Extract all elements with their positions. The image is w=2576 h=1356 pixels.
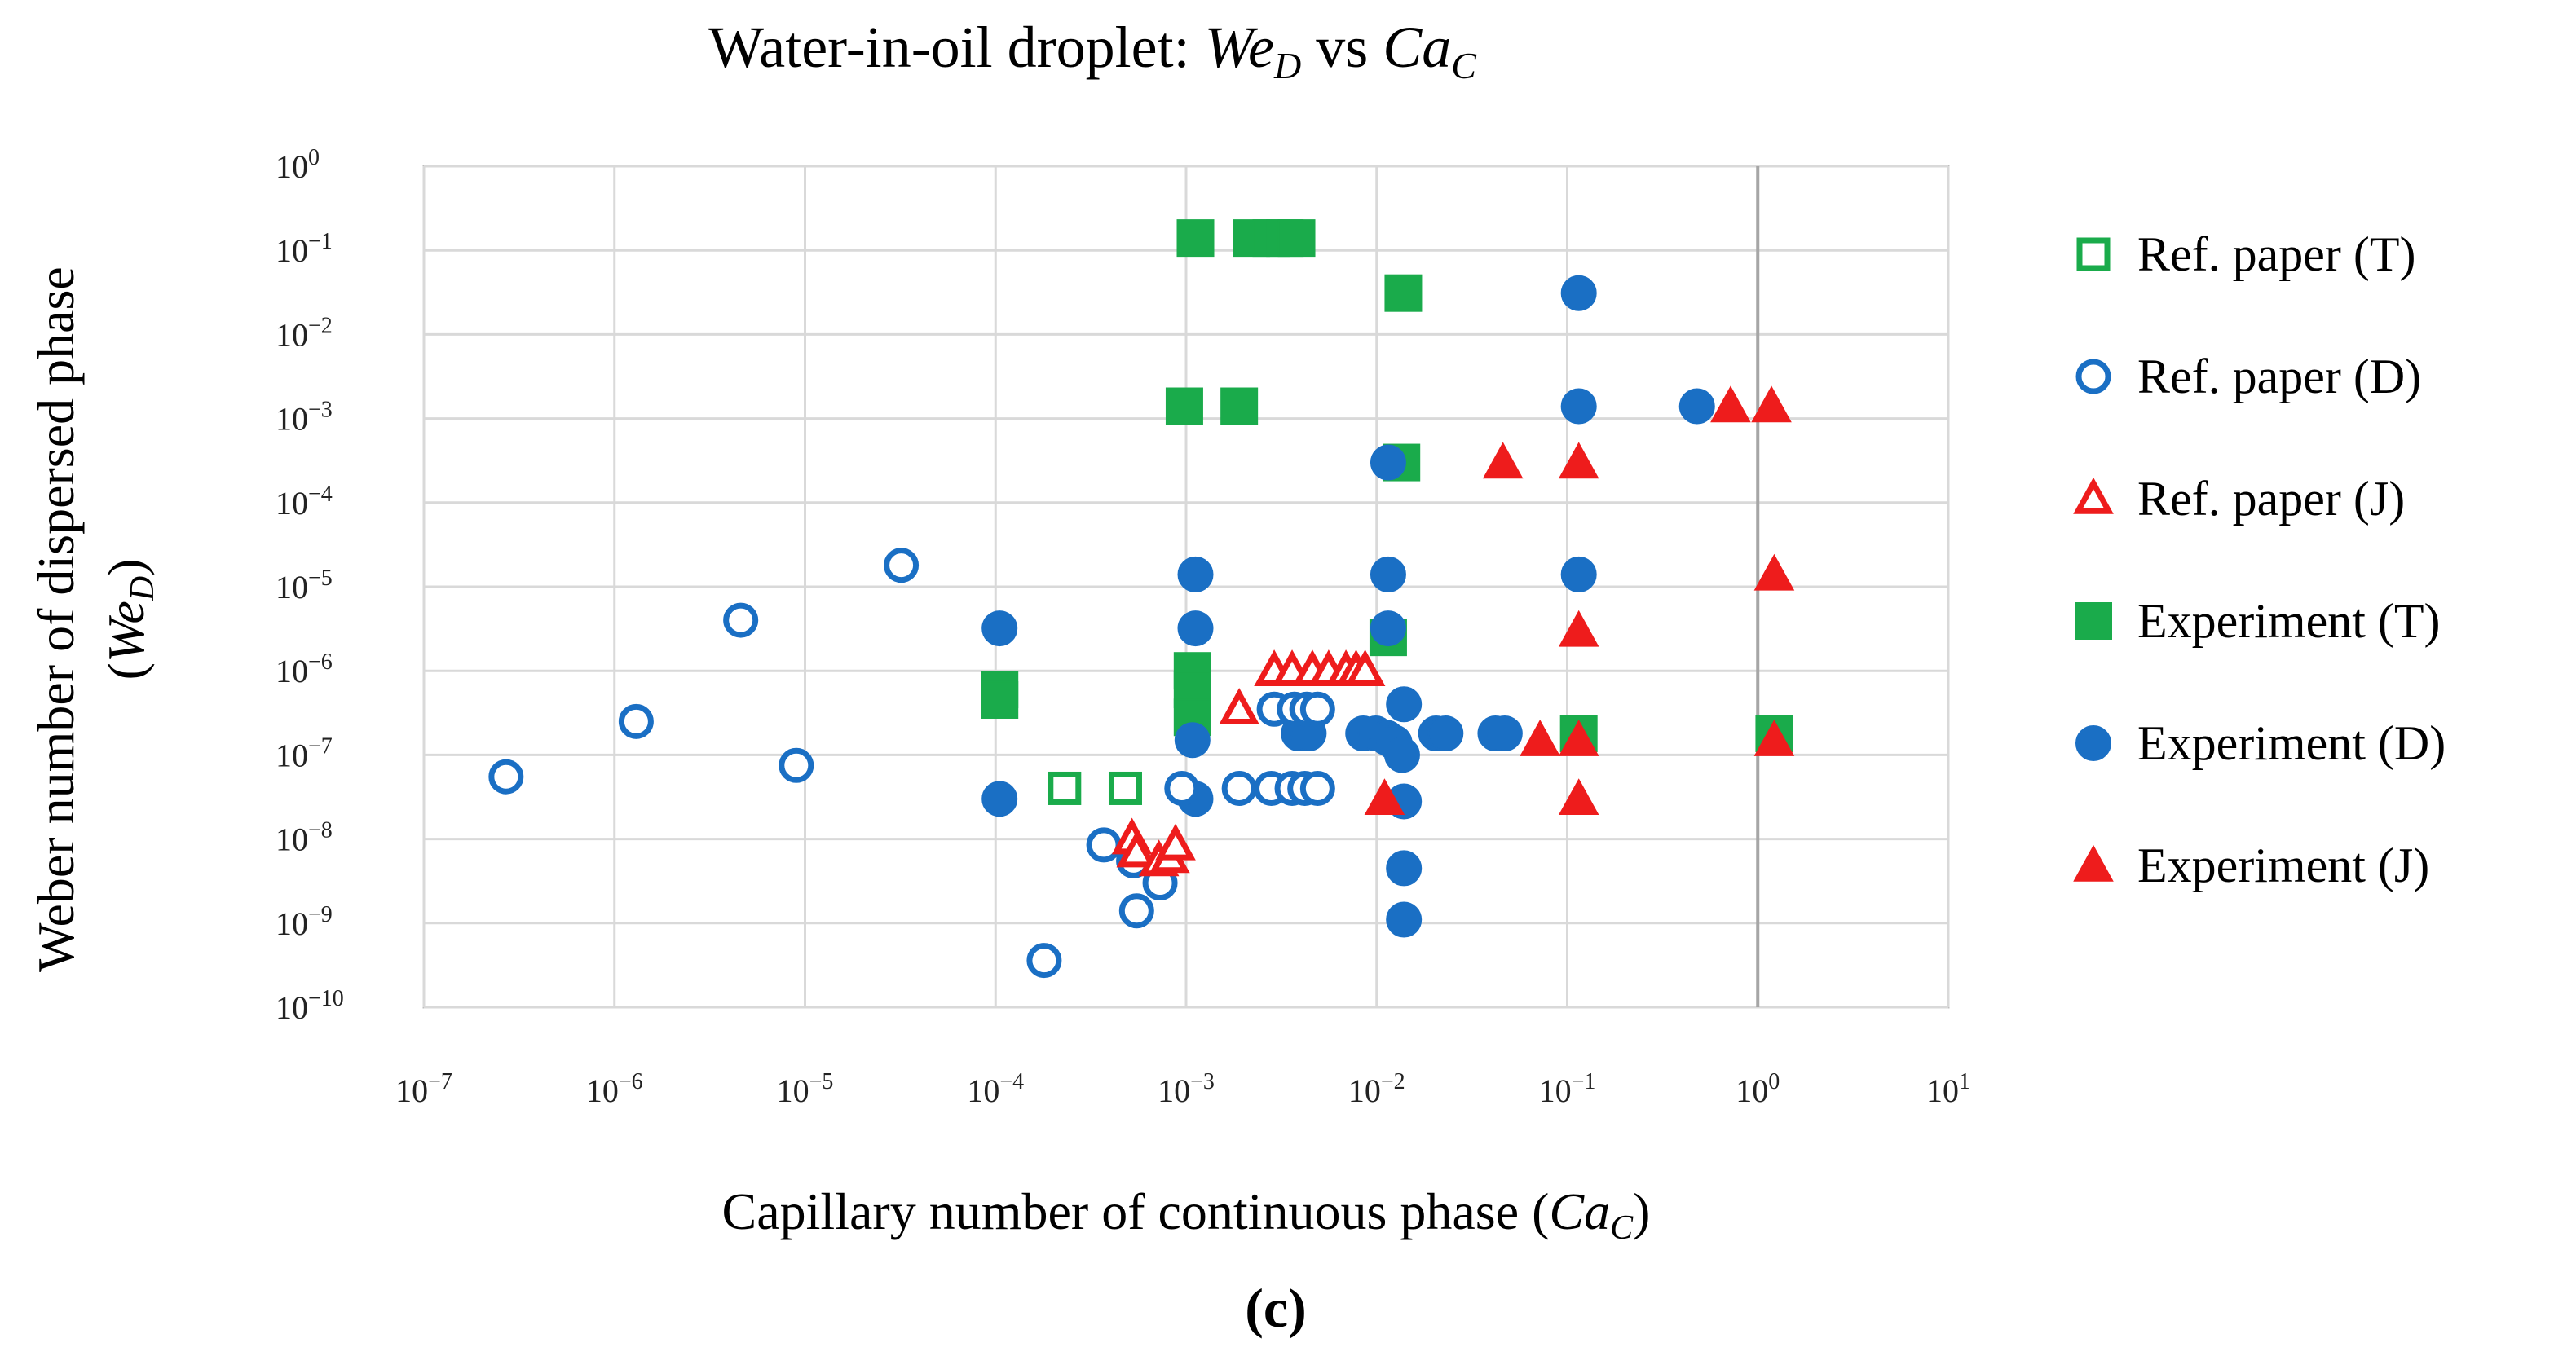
point-experiment-d [1386,686,1423,723]
y-tick-label: 10−1 [276,229,333,269]
point-experiment-t [1384,274,1423,312]
x-tick-label: 10−5 [777,1069,834,1109]
point-experiment-j [1520,720,1560,756]
point-experiment-t [1220,387,1259,425]
panel-label: (c) [1245,1277,1306,1339]
legend-marker-ref-paper-t [2076,237,2111,271]
point-experiment-j [1558,610,1599,647]
point-experiment-j [1558,720,1599,756]
y-tick-labels: 100 10−1 10−2 10−3 10−4 10−5 10−6 10−7 10−8 10−9 1… [276,145,344,1026]
legend-label-experiment-j: Experiment (J) [2137,839,2429,892]
point-ref-paper-d [1086,827,1122,863]
point-ref-paper-j [1219,688,1259,725]
y-tick-label: 10−5 [276,566,333,605]
x-tick-label: 100 [1736,1069,1780,1109]
point-ref-paper-d [1026,943,1062,979]
point-experiment-d [1370,444,1406,481]
legend-marker-ref-paper-d [2075,359,2111,394]
y-tick-label: 10−10 [276,986,344,1026]
point-experiment-d [1174,722,1211,759]
legend: Ref. paper (T) Ref. paper (D) Ref. paper (… [2073,227,2446,892]
legend-label-ref-paper-j: Ref. paper (J) [2137,472,2405,526]
point-ref-paper-j [1116,830,1158,868]
point-ref-paper-d [1299,691,1335,727]
y-tick-label: 10−7 [276,733,333,773]
x-tick-labels: 10−7 10−6 10−5 10−4 10−3 10−2 10−1 100 101 [395,1069,1970,1109]
point-ref-paper-d [1164,770,1200,806]
point-experiment-d [1370,610,1406,647]
y-tick-label: 10−4 [276,482,333,522]
point-experiment-t [1277,219,1316,258]
point-experiment-j [1753,720,1795,756]
point-ref-paper-d [884,548,920,583]
legend-marker-experiment-d [2075,725,2111,761]
point-experiment-d [1177,556,1214,592]
point-ref-paper-d [723,602,759,638]
point-experiment-d [1383,737,1420,773]
point-ref-paper-t [1108,771,1142,805]
point-experiment-d [981,610,1018,647]
point-experiment-d [1427,715,1464,752]
point-experiment-j [1364,778,1405,816]
y-tick-label: 10−9 [276,902,333,942]
legend-label-ref-paper-d: Ref. paper (D) [2137,350,2421,403]
x-tick-label: 101 [1926,1069,1970,1109]
x-tick-label: 10−3 [1158,1069,1215,1109]
point-experiment-t [1165,387,1203,425]
x-tick-label: 10−7 [395,1069,452,1109]
point-experiment-d [1386,901,1423,938]
point-ref-paper-t [1048,771,1082,805]
point-ref-paper-j [1155,823,1196,861]
legend-marker-experiment-t [2075,602,2112,640]
x-tick-label: 10−1 [1539,1069,1596,1109]
legend-marker-ref-paper-j [2073,477,2114,514]
point-experiment-j [1751,385,1792,423]
point-experiment-d [1177,610,1214,647]
point-experiment-d [1560,388,1597,425]
point-ref-paper-d [1118,893,1154,929]
point-ref-paper-d [1221,770,1257,806]
x-tick-label: 10−6 [586,1069,643,1109]
legend-label-experiment-d: Experiment (D) [2137,716,2446,770]
point-experiment-d [981,781,1018,817]
point-ref-paper-d [488,759,524,795]
legend-marker-experiment-j [2073,844,2114,882]
point-experiment-d [1678,388,1715,425]
x-axis-label: Capillary number of continuous phase (Ca… [722,1182,1651,1247]
data-points [488,219,1795,979]
legend-label-ref-paper-t: Ref. paper (T) [2137,227,2415,281]
point-ref-paper-d [618,703,654,739]
point-experiment-d [1560,556,1597,592]
y-tick-label: 10−2 [276,313,333,353]
legend-label-experiment-t: Experiment (T) [2137,594,2441,648]
point-experiment-j [1482,442,1524,479]
x-tick-label: 10−2 [1348,1069,1405,1109]
x-tick-label: 10−4 [967,1069,1024,1109]
point-experiment-d [1386,850,1423,887]
point-ref-paper-j [1344,649,1386,686]
point-experiment-d [1560,275,1597,311]
point-experiment-j [1558,442,1599,479]
chart-title: Water-in-oil droplet: WeD vs CaC [708,15,1477,86]
point-ref-paper-d [779,747,814,783]
y-tick-label: 10−8 [276,818,333,858]
y-axis-label-line1: Weber number of dispersed phase [27,266,85,972]
point-experiment-j [1558,778,1599,816]
y-tick-label: 100 [276,145,320,185]
y-axis-label: Weber number of dispersed phase (WeD) [27,266,161,972]
point-experiment-t [1176,219,1215,258]
y-axis-label-line2: (WeD) [97,559,161,680]
point-experiment-d [1486,715,1523,752]
point-ref-paper-d [1299,770,1335,806]
point-experiment-j [1710,385,1751,423]
point-experiment-d [1370,556,1406,592]
y-tick-label: 10−6 [276,649,333,689]
point-experiment-t [981,680,1019,719]
point-experiment-j [1753,553,1795,591]
y-tick-label: 10−3 [276,398,333,438]
